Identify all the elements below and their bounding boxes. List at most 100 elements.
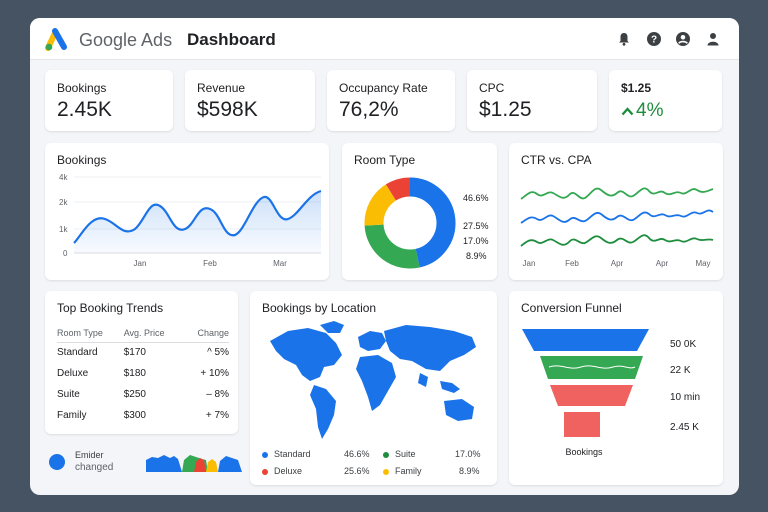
kpi-value: $598K bbox=[197, 98, 258, 121]
donut-slice[interactable] bbox=[364, 184, 397, 226]
legend-item: Family bbox=[383, 466, 422, 476]
kpi-card-cpc-change[interactable]: $1.25 4% bbox=[609, 70, 722, 131]
kpi-card-revenue[interactable]: Revenue $598K bbox=[185, 70, 315, 131]
room-type-cell: Deluxe bbox=[57, 368, 89, 379]
series-line-green-bottom bbox=[520, 234, 714, 247]
bookings-chart-card: Bookings 4k 2k 1k 0 Jan Feb Mar bbox=[45, 143, 329, 280]
funnel-value: 50 0K bbox=[670, 339, 696, 350]
funnel-stage-wave bbox=[548, 365, 636, 369]
donut-slice[interactable] bbox=[385, 177, 411, 201]
y-tick-label: 1k bbox=[59, 225, 68, 234]
notification-strip[interactable]: Emider changed bbox=[45, 443, 242, 483]
legend-dot bbox=[262, 468, 268, 475]
column-header: Avg. Price bbox=[123, 324, 184, 343]
kpi-label: CPC bbox=[479, 81, 505, 95]
map-india bbox=[418, 373, 428, 387]
google-ads-logo bbox=[45, 28, 67, 51]
avg-price-cell: $180 bbox=[123, 368, 146, 379]
help-icon[interactable]: ? bbox=[646, 31, 662, 47]
x-tick-label: Jan bbox=[134, 259, 147, 268]
slice-label: 8.9% bbox=[466, 251, 487, 261]
map-australia bbox=[444, 399, 474, 421]
top-bar: Google Ads Dashboard ? bbox=[30, 18, 739, 60]
room-type-donut-chart[interactable] bbox=[342, 143, 497, 280]
legend-name: Standard bbox=[274, 449, 311, 459]
x-tick-label: Feb bbox=[565, 259, 579, 268]
table-row[interactable]: Suite $250 – 8% bbox=[57, 384, 229, 405]
card-title: Bookings by Location bbox=[262, 301, 377, 315]
map-southeast-asia bbox=[440, 381, 460, 393]
room-type-cell: Standard bbox=[57, 347, 98, 359]
y-tick-label: 4k bbox=[59, 173, 68, 182]
kpi-label: Occupancy Rate bbox=[339, 81, 428, 95]
table-row[interactable]: Standard $170 ^ 5% bbox=[57, 342, 229, 363]
map-europe bbox=[358, 331, 386, 351]
legend-dot bbox=[262, 451, 268, 458]
legend-name: Deluxe bbox=[274, 466, 303, 476]
kpi-trend-value: 4% bbox=[636, 100, 664, 121]
notice-title: Emider bbox=[75, 450, 104, 460]
legend-item: Deluxe bbox=[262, 466, 302, 476]
mini-sparkline-area bbox=[146, 455, 242, 472]
notice-subtitle: changed bbox=[75, 462, 114, 473]
legend-name: Family bbox=[395, 466, 422, 476]
change-cell: ^ 5% bbox=[207, 347, 229, 359]
bookings-area-chart[interactable]: 4k 2k 1k 0 Jan Feb Mar bbox=[45, 143, 329, 280]
map-asia bbox=[384, 325, 476, 371]
kpi-value-trend: 4% bbox=[621, 100, 663, 122]
table-row[interactable]: Deluxe $180 + 10% bbox=[57, 363, 229, 384]
kpi-value: 2.45K bbox=[57, 98, 112, 121]
bell-icon[interactable] bbox=[616, 31, 632, 47]
table-header-row: Room Type Avg. Price Change bbox=[57, 324, 229, 343]
svg-text:?: ? bbox=[651, 35, 657, 46]
avg-price-cell: $250 bbox=[123, 389, 146, 400]
trend-up-icon bbox=[621, 107, 634, 116]
kpi-label: Bookings bbox=[57, 81, 107, 95]
legend-dot bbox=[383, 468, 389, 475]
slice-label: 17.0% bbox=[463, 236, 489, 246]
card-title: Bookings bbox=[57, 153, 107, 167]
legend-value: 17.0% bbox=[455, 449, 481, 459]
bookings-line bbox=[73, 189, 322, 244]
column-header: Change bbox=[183, 324, 229, 343]
location-map-card: Bookings by Location Standard 46.6% Suit… bbox=[250, 291, 497, 485]
legend-dot bbox=[383, 451, 389, 458]
room-type-cell: Family bbox=[57, 410, 87, 421]
kpi-card-cpc[interactable]: CPC $1.25 bbox=[467, 70, 597, 131]
funnel-stage bbox=[522, 329, 649, 351]
account-circle-icon[interactable] bbox=[675, 31, 691, 47]
kpi-card-occupancy-rate[interactable]: Occupancy Rate 76,2% bbox=[327, 70, 455, 131]
legend-value: 8.9% bbox=[459, 466, 480, 476]
legend-item: Standard bbox=[262, 449, 311, 459]
kpi-value: 76,2% bbox=[339, 98, 399, 121]
avg-price-cell: $300 bbox=[123, 410, 146, 421]
bookings-area-fill bbox=[74, 191, 321, 253]
change-cell: – 8% bbox=[206, 389, 229, 400]
kpi-value: $1.25 bbox=[479, 98, 532, 121]
y-tick-label: 0 bbox=[63, 249, 68, 258]
x-tick-label: Mar bbox=[273, 259, 287, 268]
world-map[interactable] bbox=[250, 291, 497, 485]
map-north-america bbox=[270, 328, 342, 381]
y-tick-label: 2k bbox=[59, 198, 68, 207]
room-type-card: Room Type 46.6% 27.5% 17.0% 8.9% bbox=[342, 143, 497, 280]
booking-trends-table: Room Type Avg. Price Change Standard $17… bbox=[57, 324, 229, 426]
kpi-card-bookings[interactable]: Bookings 2.45K bbox=[45, 70, 173, 131]
slice-label: 27.5% bbox=[463, 221, 489, 231]
card-title: CTR vs. CPA bbox=[521, 153, 592, 167]
x-tick-label: May bbox=[695, 259, 710, 268]
legend-name: Suite bbox=[395, 449, 416, 459]
donut-slice[interactable] bbox=[409, 177, 456, 268]
funnel-caption: Bookings bbox=[565, 447, 603, 457]
donut-slice[interactable] bbox=[364, 223, 420, 269]
card-title: Conversion Funnel bbox=[521, 301, 622, 315]
column-header: Room Type bbox=[57, 324, 124, 343]
conversion-funnel-chart[interactable]: 50 0K 22 K 10 min 2.45 K Bookings bbox=[509, 291, 723, 485]
funnel-value: 10 min bbox=[670, 392, 700, 403]
card-title: Room Type bbox=[354, 153, 416, 167]
status-dot-icon bbox=[49, 454, 65, 470]
table-row[interactable]: Family $300 + 7% bbox=[57, 405, 229, 426]
kpi-label: $1.25 bbox=[621, 81, 652, 95]
ctr-cpa-line-chart[interactable]: Jan Feb Apr Apr May bbox=[509, 143, 723, 280]
person-icon[interactable] bbox=[705, 31, 721, 47]
